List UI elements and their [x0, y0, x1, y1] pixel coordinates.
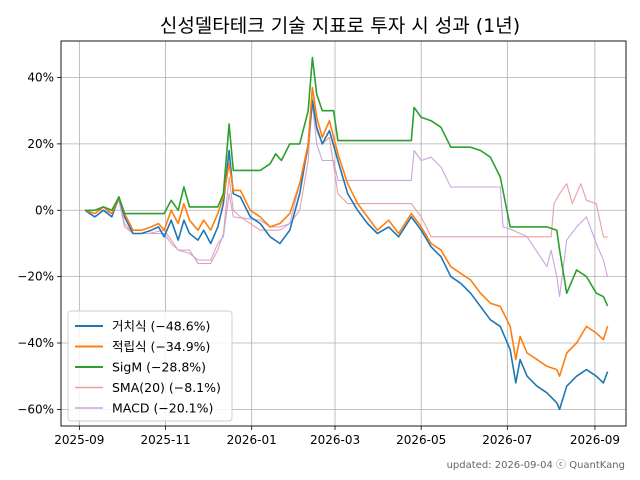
legend-label: SMA(20) (−8.1%): [112, 380, 221, 395]
x-tick-label: 2025-11: [140, 433, 190, 447]
x-tick-label: 2025-09: [54, 433, 104, 447]
legend-label: 거치식 (−48.6%): [112, 319, 210, 334]
x-tick-label: 2026-05: [396, 433, 446, 447]
legend: 거치식 (−48.6%) 적립식 (−34.9%) SigM (−28.8%) SMA…: [67, 310, 233, 422]
series-line-1: [84, 99, 609, 411]
legend-frame: [67, 310, 233, 422]
x-tick-label: 2026-03: [310, 433, 360, 447]
x-tick-label: 2026-01: [227, 433, 277, 447]
footer-credit: updated: 2026-09-04 ⓒ QuantKang: [447, 459, 625, 471]
y-tick-label: −60%: [17, 402, 54, 416]
x-tick-label: 2026-07: [482, 433, 532, 447]
legend-label: SigM (−28.8%): [112, 360, 206, 375]
legend-label: MACD (−20.1%): [112, 401, 213, 416]
x-tick-label: 2026-09: [570, 433, 620, 447]
y-axis-ticks: 40% 20% 0% −20% −40% −60%: [17, 71, 61, 416]
series-line-5: [85, 103, 609, 298]
chart-title: 신성델타테크 기술 지표로 투자 시 성과 (1년): [160, 15, 520, 37]
series-line-3: [85, 56, 609, 307]
plot-frame: [60, 40, 627, 427]
y-tick-label: 20%: [27, 137, 54, 151]
y-tick-label: −20%: [17, 270, 54, 284]
series-line-2: [84, 86, 609, 378]
y-tick-label: 0%: [35, 203, 54, 217]
series-lines: [84, 56, 609, 411]
y-tick-label: −40%: [17, 336, 54, 350]
legend-label: 적립식 (−34.9%): [112, 339, 210, 354]
x-axis-ticks: 2025-09 2025-11 2026-01 2026-03 2026-05 2026-…: [54, 426, 620, 447]
y-tick-label: 40%: [27, 71, 54, 85]
